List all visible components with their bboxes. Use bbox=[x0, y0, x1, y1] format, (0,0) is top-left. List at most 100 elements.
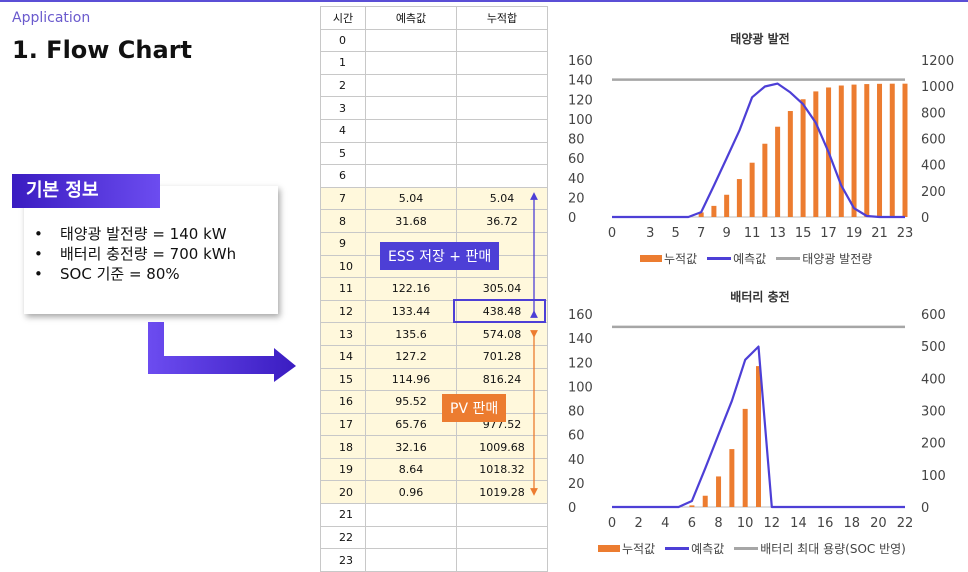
legend2-cumulative: 누적값 bbox=[598, 540, 655, 557]
table-row: 6 bbox=[320, 164, 548, 188]
x-tick-label: 12 bbox=[764, 516, 781, 531]
table-row: 17 65.76 977.52 bbox=[320, 412, 548, 437]
legend-predicted: 예측값 bbox=[707, 250, 766, 267]
cell-predicted: 65.76 bbox=[365, 412, 457, 437]
legend2-max-capacity: 배터리 최대 용량(SOC 반영) bbox=[734, 540, 906, 557]
bar-mark bbox=[902, 83, 908, 217]
x-tick-label: 11 bbox=[744, 226, 761, 241]
y-tick-label: 40 bbox=[568, 453, 585, 468]
legend-solar-gen: 태양광 발전량 bbox=[776, 250, 872, 267]
x-tick-label: 19 bbox=[846, 226, 863, 241]
cell-hour: 13 bbox=[320, 322, 366, 346]
cell-cumulative: 1009.68 bbox=[456, 435, 548, 459]
y2-tick-label: 1000 bbox=[921, 80, 954, 95]
cell-cumulative bbox=[456, 503, 548, 527]
table-row: 20 0.96 1019.28 bbox=[320, 480, 548, 505]
chart-battery: 0204060801001201401600100200300400500600… bbox=[568, 308, 946, 531]
x-tick-label: 16 bbox=[817, 516, 834, 531]
col-header-cumulative: 누적합 bbox=[456, 6, 548, 30]
x-tick-label: 9 bbox=[723, 226, 731, 241]
cell-cumulative bbox=[456, 118, 548, 143]
y2-tick-label: 600 bbox=[921, 308, 946, 323]
table-row: 2 bbox=[320, 73, 548, 98]
x-tick-label: 18 bbox=[843, 516, 860, 531]
cell-predicted bbox=[365, 164, 457, 188]
chart-solar: 0 20 40 60 80 100 120 140 160 0 200 400 600 800 1000 12… bbox=[568, 54, 954, 241]
y-tick-label: 0 bbox=[568, 211, 576, 226]
y2-tick-label: 100 bbox=[921, 469, 946, 484]
bar-mark bbox=[813, 91, 819, 217]
table-row: 22 bbox=[320, 525, 548, 550]
cell-cumulative bbox=[456, 96, 548, 120]
table-row: 18 32.16 1009.68 bbox=[320, 435, 548, 459]
y-tick-label: 140 bbox=[568, 332, 593, 347]
bar-mark bbox=[877, 83, 883, 217]
cell-predicted: 127.2 bbox=[365, 344, 457, 369]
table-row: 19 8.64 1018.32 bbox=[320, 457, 548, 482]
y2-tick-label: 300 bbox=[921, 405, 946, 420]
cell-hour: 4 bbox=[320, 118, 366, 143]
app-label: Application bbox=[12, 10, 91, 26]
cell-hour: 12 bbox=[320, 299, 366, 324]
bar-mark bbox=[729, 449, 735, 507]
col-header-hour: 시간 bbox=[320, 6, 366, 30]
cell-hour: 22 bbox=[320, 525, 366, 550]
bar-mark bbox=[775, 126, 781, 217]
legend2-predicted: 예측값 bbox=[665, 540, 724, 557]
x-tick-label: 14 bbox=[790, 516, 807, 531]
bar-mark bbox=[851, 84, 857, 217]
x-tick-label: 7 bbox=[697, 226, 705, 241]
cell-predicted bbox=[365, 503, 457, 527]
cell-hour: 16 bbox=[320, 390, 366, 414]
bar-mark bbox=[889, 83, 895, 217]
table-row: 21 bbox=[320, 503, 548, 527]
cell-predicted bbox=[365, 118, 457, 143]
cell-predicted bbox=[365, 96, 457, 120]
x-tick-label: 15 bbox=[795, 226, 812, 241]
y2-tick-label: 800 bbox=[921, 106, 946, 121]
cell-hour: 14 bbox=[320, 344, 366, 369]
cell-hour: 11 bbox=[320, 277, 366, 301]
x-tick-label: 10 bbox=[737, 516, 754, 531]
y-tick-label: 160 bbox=[568, 54, 593, 69]
cell-cumulative: 36.72 bbox=[456, 209, 548, 233]
x-tick-label: 6 bbox=[688, 516, 696, 531]
cell-hour: 18 bbox=[320, 435, 366, 459]
cell-cumulative bbox=[456, 525, 548, 550]
bar-mark bbox=[724, 194, 730, 217]
table-header-row: 시간 예측값 누적합 bbox=[320, 6, 548, 30]
cell-cumulative bbox=[456, 28, 548, 53]
bar-mark bbox=[864, 84, 870, 217]
cell-hour: 15 bbox=[320, 367, 366, 392]
y-tick-label: 60 bbox=[568, 152, 585, 167]
cell-hour: 9 bbox=[320, 231, 366, 256]
cell-cumulative: 5.04 bbox=[456, 186, 548, 211]
table-row: 4 bbox=[320, 118, 548, 143]
table-row: 12 133.44 438.48 bbox=[320, 299, 548, 324]
cell-cumulative: 305.04 bbox=[456, 277, 548, 301]
x-tick-label: 8 bbox=[714, 516, 722, 531]
cell-cumulative: 816.24 bbox=[456, 367, 548, 392]
y-tick-label: 140 bbox=[568, 74, 593, 89]
bar-mark bbox=[698, 212, 704, 217]
x-tick-label: 13 bbox=[769, 226, 786, 241]
y-tick-label: 120 bbox=[568, 356, 593, 371]
y2-tick-label: 0 bbox=[921, 211, 929, 226]
cell-predicted: 31.68 bbox=[365, 209, 457, 233]
cell-hour: 10 bbox=[320, 254, 366, 279]
bar-mark bbox=[800, 99, 806, 217]
bar-mark bbox=[716, 476, 722, 507]
x-tick-label: 20 bbox=[870, 516, 887, 531]
cell-cumulative: 701.28 bbox=[456, 344, 548, 369]
y2-tick-label: 600 bbox=[921, 133, 946, 148]
y2-tick-label: 200 bbox=[921, 437, 946, 452]
cell-predicted bbox=[365, 525, 457, 550]
cell-predicted: 32.16 bbox=[365, 435, 457, 459]
cell-hour: 1 bbox=[320, 51, 366, 75]
bar-mark bbox=[689, 505, 695, 507]
col-header-predicted: 예측값 bbox=[365, 6, 457, 30]
table-row: 0 bbox=[320, 28, 548, 53]
table-row: 16 95.52 bbox=[320, 390, 548, 414]
top-accent-line bbox=[0, 0, 968, 2]
y-tick-label: 20 bbox=[568, 477, 585, 492]
